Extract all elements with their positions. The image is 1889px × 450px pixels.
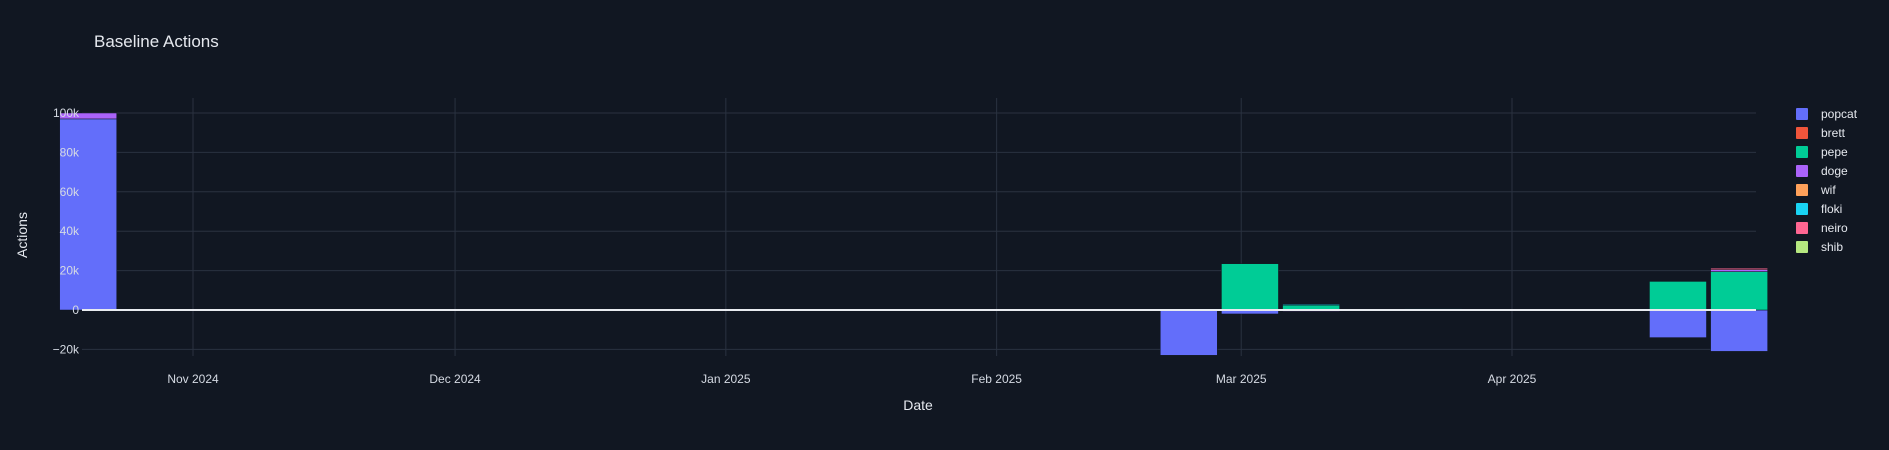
bar-popcat[interactable] [59, 118, 117, 311]
y-axis-title: Actions [14, 212, 30, 258]
bar-pepe[interactable] [1710, 271, 1768, 311]
chart-title: Baseline Actions [94, 32, 219, 51]
x-tick-label: Mar 2025 [1216, 372, 1267, 386]
legend-label: brett [1821, 125, 1846, 140]
y-tick-label: 0 [72, 303, 79, 317]
x-tick-label: Jan 2025 [701, 372, 751, 386]
y-axis-ticks: −20k 0 20k 40k 60k 80k 100k [53, 106, 80, 356]
legend-label: doge [1821, 163, 1848, 178]
x-tick-label: Nov 2024 [167, 372, 219, 386]
legend-item-brett[interactable]: brett [1796, 123, 1857, 142]
y-tick-label: 80k [60, 145, 80, 159]
y-tick-label: 20k [60, 264, 80, 278]
legend-swatch [1796, 240, 1808, 253]
legend-label: shib [1821, 239, 1844, 254]
legend-item-wif[interactable]: wif [1796, 180, 1857, 199]
legend-swatch [1796, 145, 1808, 158]
y-tick-label: 60k [60, 185, 80, 199]
bar-popcat[interactable] [1649, 309, 1707, 338]
legend-item-doge[interactable]: doge [1796, 161, 1857, 180]
legend-label: wif [1821, 182, 1836, 197]
legend-label: neiro [1821, 220, 1848, 235]
bar-pepe[interactable] [1649, 281, 1707, 311]
bar-popcat[interactable] [1160, 309, 1218, 356]
legend-label: floki [1821, 201, 1843, 216]
x-tick-label: Feb 2025 [971, 372, 1022, 386]
legend-label: pepe [1821, 144, 1848, 159]
bar-pepe[interactable] [1221, 263, 1279, 311]
y-tick-label: 100k [53, 106, 80, 120]
bars [59, 112, 1768, 356]
grid-lines [82, 98, 1756, 356]
x-axis-title: Date [903, 397, 933, 413]
legend-swatch [1796, 164, 1808, 177]
legend-swatch [1796, 183, 1808, 196]
y-tick-label: 40k [60, 224, 80, 238]
bar-neiro[interactable] [1710, 267, 1768, 270]
legend-item-shib[interactable]: shib [1796, 237, 1857, 256]
legend-item-pepe[interactable]: pepe [1796, 142, 1857, 161]
legend-swatch [1796, 107, 1808, 120]
legend-swatch [1796, 221, 1808, 234]
x-axis-ticks: Nov 2024 Dec 2024 Jan 2025 Feb 2025 Mar 2025… [167, 372, 1536, 386]
legend-item-floki[interactable]: floki [1796, 199, 1857, 218]
bar-popcat[interactable] [1710, 309, 1768, 352]
legend-swatch [1796, 126, 1808, 139]
x-tick-label: Apr 2025 [1488, 372, 1537, 386]
legend-swatch [1796, 202, 1808, 215]
y-tick-label: −20k [53, 342, 80, 356]
x-tick-label: Dec 2024 [429, 372, 481, 386]
legend-label: popcat [1821, 106, 1858, 121]
bar-floki[interactable] [1282, 304, 1340, 306]
legend-item-neiro[interactable]: neiro [1796, 218, 1857, 237]
legend: popcat brett pepe doge wif floki neiro shib [1796, 104, 1857, 256]
legend-item-popcat[interactable]: popcat [1796, 104, 1857, 123]
bar-doge[interactable] [1710, 269, 1768, 272]
bar-doge[interactable] [59, 112, 117, 120]
